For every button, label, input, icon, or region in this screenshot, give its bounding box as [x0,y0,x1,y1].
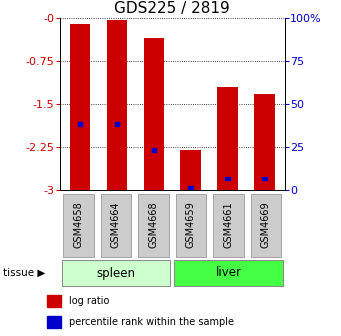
Bar [189,186,193,190]
Bar [262,177,267,180]
FancyBboxPatch shape [138,194,169,257]
Text: spleen: spleen [97,266,135,280]
FancyBboxPatch shape [174,260,283,286]
Text: liver: liver [216,266,241,280]
Bar [115,122,119,126]
Text: log ratio: log ratio [69,296,110,306]
Title: GDS225 / 2819: GDS225 / 2819 [114,1,230,16]
Bar [151,148,156,152]
Bar [47,316,61,329]
FancyBboxPatch shape [176,194,206,257]
FancyBboxPatch shape [61,260,170,286]
Text: GSM4669: GSM4669 [261,202,271,248]
Text: percentile rank within the sample: percentile rank within the sample [69,317,234,327]
Bar [254,94,275,190]
Bar [144,38,164,190]
Text: GSM4658: GSM4658 [73,202,84,249]
Text: GSM4659: GSM4659 [186,202,196,249]
Bar [107,19,127,190]
Bar [78,122,82,126]
Bar [180,150,201,190]
Text: GSM4664: GSM4664 [111,202,121,248]
FancyBboxPatch shape [251,194,281,257]
Bar [47,295,61,307]
Text: GSM4668: GSM4668 [148,202,159,248]
Text: tissue ▶: tissue ▶ [3,268,46,278]
FancyBboxPatch shape [63,194,94,257]
Bar [225,177,230,180]
Bar [70,24,90,190]
Text: GSM4661: GSM4661 [223,202,234,248]
FancyBboxPatch shape [213,194,244,257]
FancyBboxPatch shape [101,194,131,257]
Bar [217,87,238,190]
